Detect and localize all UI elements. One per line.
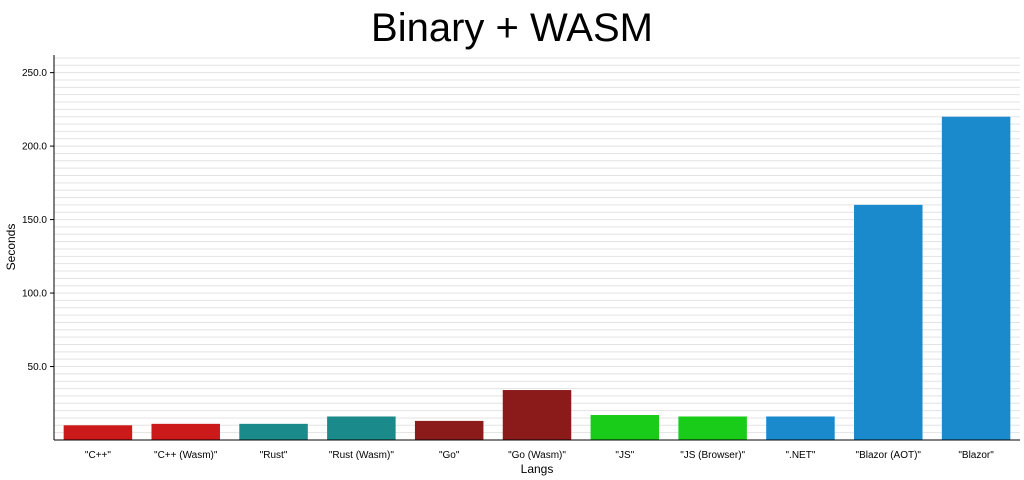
bar: [766, 416, 835, 440]
x-tick-label: "Blazor (AOT)": [856, 450, 922, 461]
x-tick-label: "C++ (Wasm)": [154, 450, 218, 461]
y-axis-label: Seconds: [4, 224, 18, 271]
x-tick-label: "JS": [615, 450, 634, 461]
chart-title: Binary + WASM: [371, 6, 653, 50]
x-tick-label: "Go": [439, 450, 460, 461]
bar: [502, 390, 572, 440]
x-tick-label: "Blazor": [958, 450, 994, 461]
bar: [327, 416, 396, 440]
bars: [63, 116, 1011, 440]
bar: [63, 425, 133, 440]
x-tick-label: "Rust (Wasm)": [329, 450, 395, 461]
x-ticks: "C++" "C++ (Wasm)" "Rust" "Rust (Wasm)" "Go"…: [85, 450, 994, 461]
bar: [414, 420, 484, 440]
bar: [941, 116, 1011, 440]
bar: [590, 415, 660, 440]
bar: [151, 423, 220, 440]
y-tick-label: 250.0: [22, 68, 47, 79]
x-tick-label: ".NET": [786, 450, 816, 461]
y-ticks: 50.0 100.0 150.0 200.0 250.0: [22, 68, 54, 373]
bar: [678, 416, 747, 440]
x-tick-label: "C++": [85, 450, 111, 461]
axes: [53, 55, 1020, 441]
x-axis-label: Langs: [521, 462, 554, 476]
bar: [854, 204, 923, 440]
y-tick-label: 150.0: [22, 215, 47, 226]
x-tick-label: "Rust": [260, 450, 288, 461]
y-tick-label: 50.0: [28, 362, 48, 373]
bar: [239, 423, 308, 440]
x-tick-label: "Go (Wasm)": [508, 450, 566, 461]
x-tick-label: "JS (Browser)": [680, 450, 745, 461]
y-tick-label: 100.0: [22, 289, 47, 300]
y-tick-label: 200.0: [22, 142, 47, 153]
